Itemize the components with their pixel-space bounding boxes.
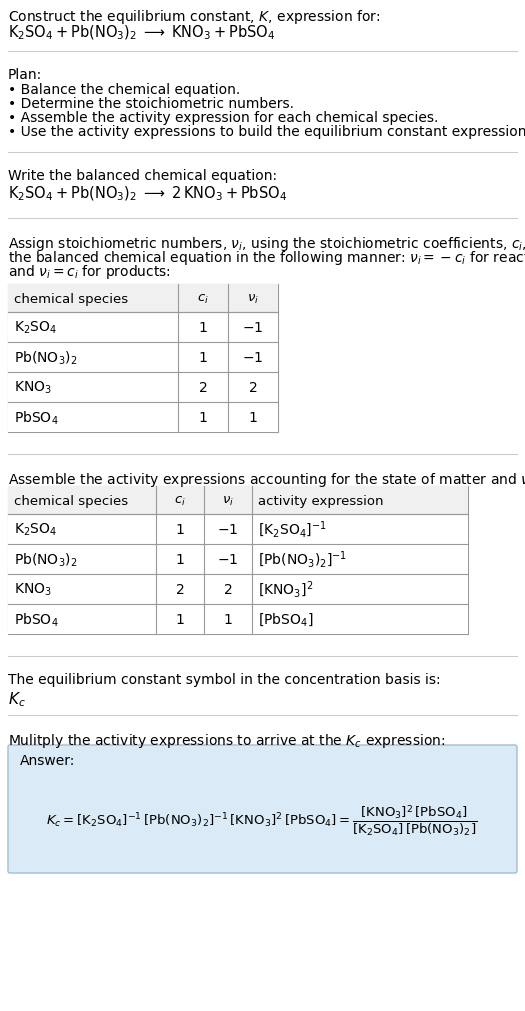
- Text: activity expression: activity expression: [258, 494, 383, 507]
- Text: $\mathrm{KNO_3}$: $\mathrm{KNO_3}$: [14, 379, 52, 396]
- Text: • Use the activity expressions to build the equilibrium constant expression.: • Use the activity expressions to build …: [8, 125, 525, 139]
- Text: $\mathrm{K_2SO_4 + Pb(NO_3)_2 \;\longrightarrow\; 2\,KNO_3 + PbSO_4}$: $\mathrm{K_2SO_4 + Pb(NO_3)_2 \;\longrig…: [8, 185, 287, 203]
- Bar: [8, 515, 468, 545]
- Text: 1: 1: [175, 613, 184, 627]
- Text: the balanced chemical equation in the following manner: $\nu_i = -c_i$ for react: the balanced chemical equation in the fo…: [8, 249, 525, 267]
- Text: $[\mathrm{KNO_3}]^{2}$: $[\mathrm{KNO_3}]^{2}$: [258, 579, 313, 600]
- Bar: [8, 402, 278, 433]
- Text: $-1$: $-1$: [217, 552, 239, 566]
- Text: $[\mathrm{PbSO_4}]$: $[\mathrm{PbSO_4}]$: [258, 611, 313, 628]
- Text: 1: 1: [175, 523, 184, 537]
- Text: $\mathrm{Pb(NO_3)_2}$: $\mathrm{Pb(NO_3)_2}$: [14, 551, 77, 568]
- Text: $\mathrm{K_2SO_4}$: $\mathrm{K_2SO_4}$: [14, 319, 57, 336]
- Text: 2: 2: [249, 380, 257, 394]
- Bar: [8, 285, 278, 312]
- Text: $c_i$: $c_i$: [174, 494, 186, 508]
- Bar: [8, 373, 278, 402]
- Bar: [8, 605, 468, 634]
- Bar: [8, 486, 468, 634]
- Text: $\mathrm{K_2SO_4 + Pb(NO_3)_2 \;\longrightarrow\; KNO_3 + PbSO_4}$: $\mathrm{K_2SO_4 + Pb(NO_3)_2 \;\longrig…: [8, 24, 276, 42]
- Text: $K_c = [\mathrm{K_2SO_4}]^{-1}\,[\mathrm{Pb(NO_3)_2}]^{-1}\,[\mathrm{KNO_3}]^{2}: $K_c = [\mathrm{K_2SO_4}]^{-1}\,[\mathrm…: [46, 802, 478, 837]
- Text: Construct the equilibrium constant, $K$, expression for:: Construct the equilibrium constant, $K$,…: [8, 8, 381, 26]
- Bar: [8, 312, 278, 343]
- Text: 1: 1: [198, 410, 207, 425]
- Text: 1: 1: [175, 552, 184, 566]
- Text: $c_i$: $c_i$: [197, 292, 209, 305]
- Text: $-1$: $-1$: [217, 523, 239, 537]
- Text: $\nu_i$: $\nu_i$: [247, 292, 259, 305]
- Text: 2: 2: [224, 582, 233, 596]
- Text: 1: 1: [198, 320, 207, 335]
- FancyBboxPatch shape: [8, 745, 517, 874]
- Text: 1: 1: [248, 410, 257, 425]
- Text: 2: 2: [176, 582, 184, 596]
- Text: $K_c$: $K_c$: [8, 690, 26, 708]
- Text: 1: 1: [224, 613, 233, 627]
- Text: Write the balanced chemical equation:: Write the balanced chemical equation:: [8, 169, 277, 183]
- Bar: [8, 545, 468, 574]
- Text: Answer:: Answer:: [20, 753, 76, 767]
- Text: The equilibrium constant symbol in the concentration basis is:: The equilibrium constant symbol in the c…: [8, 672, 440, 686]
- Text: chemical species: chemical species: [14, 292, 128, 305]
- Text: Assemble the activity expressions accounting for the state of matter and $\nu_i$: Assemble the activity expressions accoun…: [8, 470, 525, 488]
- Bar: [8, 574, 468, 605]
- Text: 2: 2: [198, 380, 207, 394]
- Text: $\nu_i$: $\nu_i$: [222, 494, 234, 508]
- Text: $-1$: $-1$: [243, 320, 264, 335]
- Text: $\mathrm{PbSO_4}$: $\mathrm{PbSO_4}$: [14, 611, 59, 628]
- Text: $\mathrm{PbSO_4}$: $\mathrm{PbSO_4}$: [14, 408, 59, 427]
- Bar: [8, 486, 468, 515]
- Text: $[\mathrm{K_2SO_4}]^{-1}$: $[\mathrm{K_2SO_4}]^{-1}$: [258, 520, 327, 540]
- Text: $\mathrm{Pb(NO_3)_2}$: $\mathrm{Pb(NO_3)_2}$: [14, 349, 77, 366]
- Text: Plan:: Plan:: [8, 68, 42, 82]
- Text: • Determine the stoichiometric numbers.: • Determine the stoichiometric numbers.: [8, 97, 294, 111]
- Bar: [8, 285, 278, 433]
- Text: $-1$: $-1$: [243, 351, 264, 365]
- Text: • Balance the chemical equation.: • Balance the chemical equation.: [8, 83, 240, 97]
- Text: chemical species: chemical species: [14, 494, 128, 507]
- Text: $[\mathrm{Pb(NO_3)_2}]^{-1}$: $[\mathrm{Pb(NO_3)_2}]^{-1}$: [258, 549, 347, 569]
- Text: $\mathrm{KNO_3}$: $\mathrm{KNO_3}$: [14, 581, 52, 598]
- Text: • Assemble the activity expression for each chemical species.: • Assemble the activity expression for e…: [8, 111, 438, 125]
- Bar: [8, 343, 278, 373]
- Text: Assign stoichiometric numbers, $\nu_i$, using the stoichiometric coefficients, $: Assign stoichiometric numbers, $\nu_i$, …: [8, 235, 525, 253]
- Text: 1: 1: [198, 351, 207, 365]
- Text: Mulitply the activity expressions to arrive at the $K_c$ expression:: Mulitply the activity expressions to arr…: [8, 731, 445, 749]
- Text: and $\nu_i = c_i$ for products:: and $\nu_i = c_i$ for products:: [8, 263, 171, 281]
- Text: $\mathrm{K_2SO_4}$: $\mathrm{K_2SO_4}$: [14, 522, 57, 538]
